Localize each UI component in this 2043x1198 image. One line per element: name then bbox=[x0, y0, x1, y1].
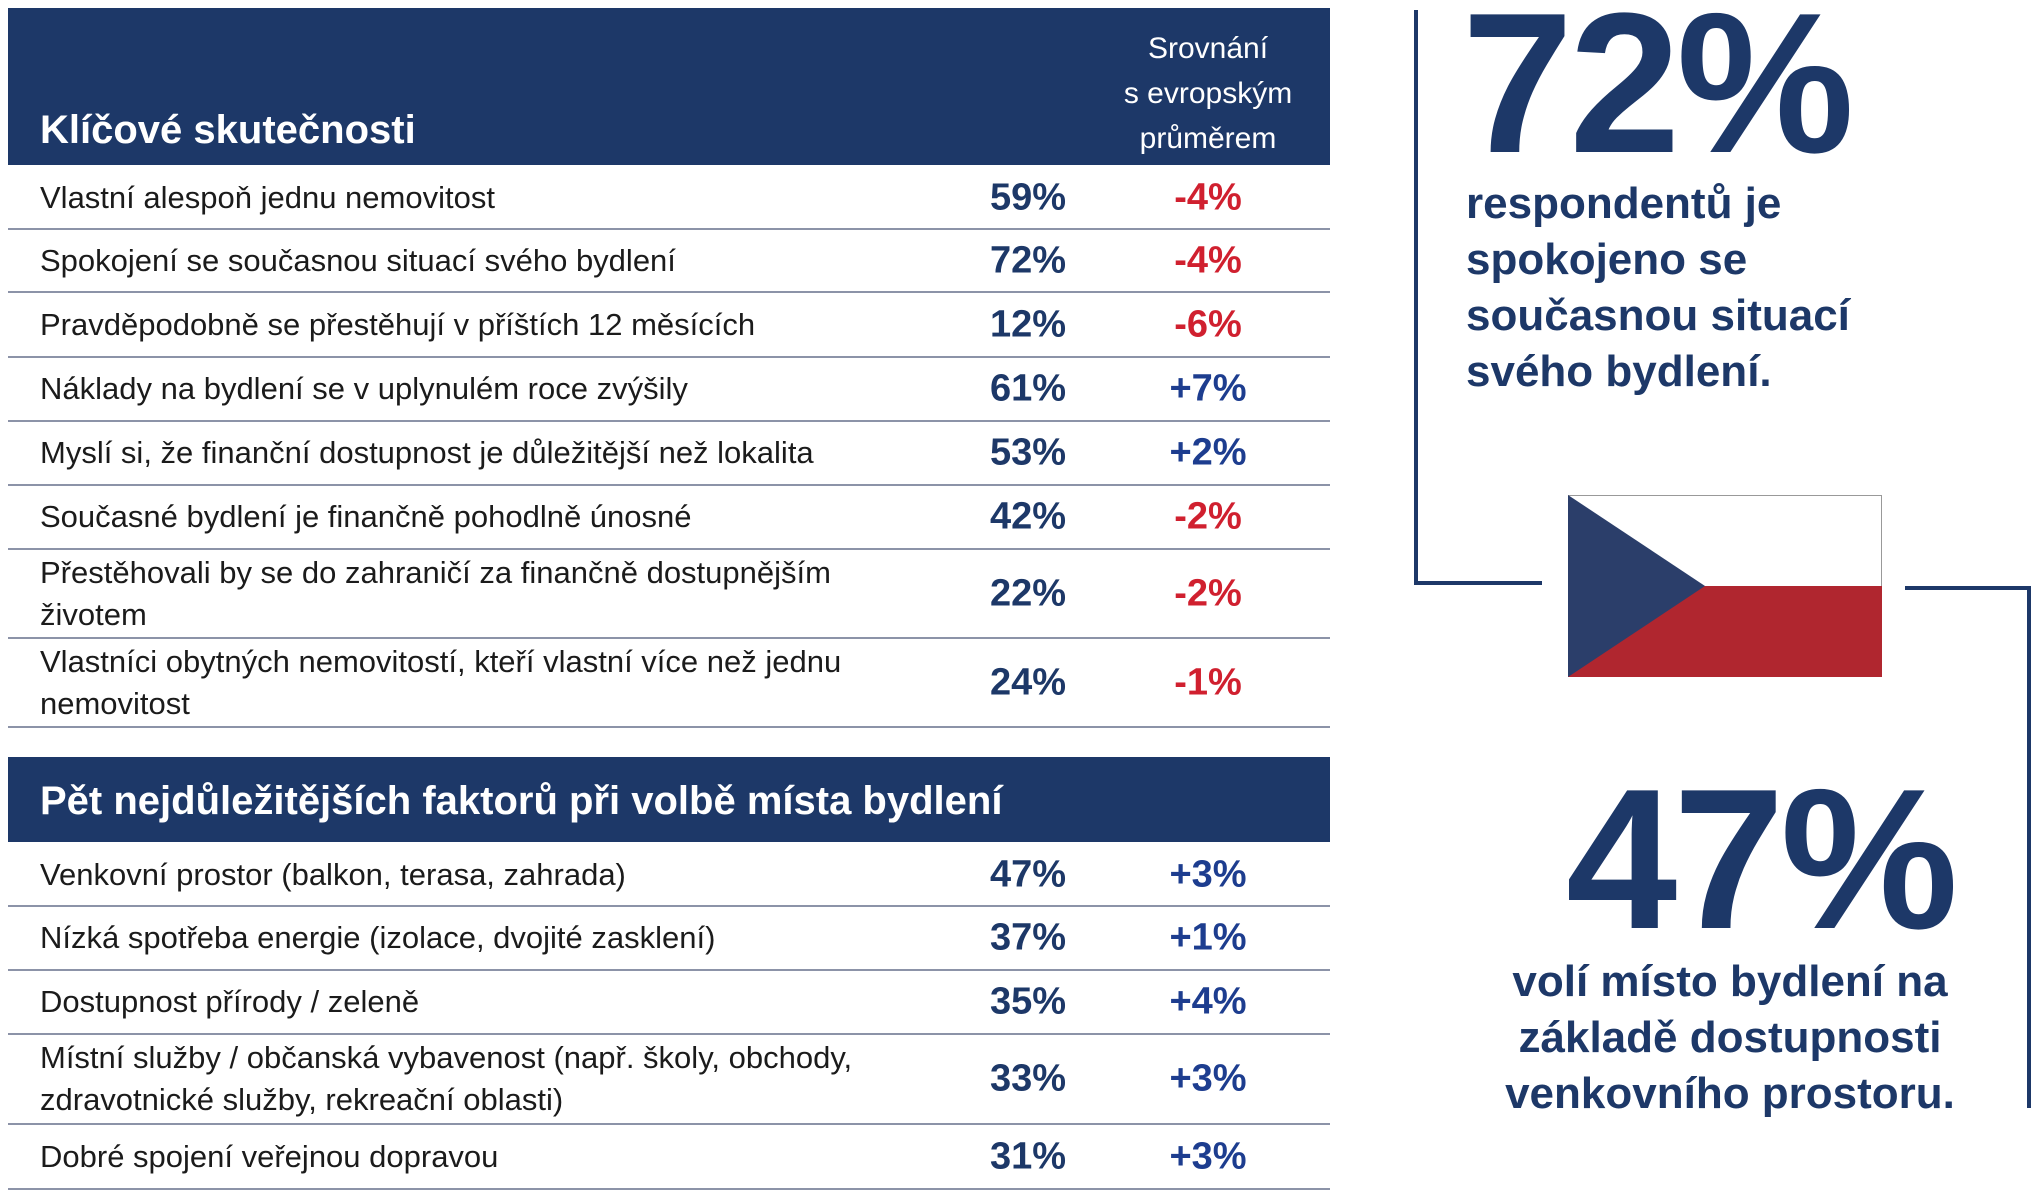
row-label: Dostupnost přírody / zeleně bbox=[40, 984, 420, 1019]
table-row: Venkovní prostor (balkon, terasa, zahrad… bbox=[8, 844, 1330, 907]
connector-line bbox=[1905, 586, 2031, 590]
row-label: Přestěhovali by se do zahraničí za finan… bbox=[40, 554, 831, 632]
row-label: Vlastníci obytných nemovitostí, kteří vl… bbox=[40, 643, 842, 721]
row-label: Vlastní alespoň jednu nemovitost bbox=[40, 179, 495, 215]
table-row: Vlastní alespoň jednu nemovitost 59% -4% bbox=[8, 167, 1330, 230]
highlight-47-text: volí místo bydlení na základě dostupnost… bbox=[1470, 954, 1990, 1122]
row-comparison: -6% bbox=[1174, 303, 1242, 345]
table-row: Přestěhovali by se do zahraničí za finan… bbox=[8, 550, 1330, 639]
row-comparison: +2% bbox=[1169, 431, 1247, 474]
comparison-header-line: průměrem bbox=[1139, 122, 1277, 155]
table-row: Místní služby / občanská vybavenost (nap… bbox=[8, 1035, 1330, 1125]
czech-flag-icon bbox=[1568, 495, 1882, 677]
highlight-line: respondentů je bbox=[1466, 179, 1782, 228]
row-label: Současné bydlení je finančně pohodlně ún… bbox=[40, 499, 692, 534]
key-facts-title: Klíčové skutečnosti bbox=[40, 108, 416, 152]
table-row: Současné bydlení je finančně pohodlně ún… bbox=[8, 486, 1330, 550]
row-value: 42% bbox=[989, 495, 1067, 538]
row-label: Spokojení se současnou situací svého byd… bbox=[40, 242, 676, 278]
row-label: Pravděpodobně se přestěhují v příštích 1… bbox=[40, 306, 756, 342]
highlight-line: současnou situací bbox=[1466, 291, 1850, 340]
row-value: 31% bbox=[989, 1135, 1067, 1177]
row-comparison: +7% bbox=[1169, 367, 1247, 410]
row-label: Myslí si, že finanční dostupnost je důle… bbox=[40, 435, 814, 470]
table-row: Náklady na bydlení se v uplynulém roce z… bbox=[8, 358, 1330, 422]
highlight-47-value: 47% bbox=[1566, 748, 1958, 971]
key-facts-header: Klíčové skutečnosti Srovnání s evropským… bbox=[8, 8, 1330, 165]
table-row: Pravděpodobně se přestěhují v příštích 1… bbox=[8, 293, 1330, 358]
comparison-header-line: s evropským bbox=[1123, 77, 1293, 110]
highlight-line: svého bydlení. bbox=[1466, 347, 1772, 396]
row-label: Venkovní prostor (balkon, terasa, zahrad… bbox=[40, 856, 626, 892]
top-factors-header: Pět nejdůležitějších faktorů při volbě m… bbox=[8, 757, 1330, 842]
table-row: Myslí si, že finanční dostupnost je důle… bbox=[8, 422, 1330, 486]
highlight-72-text: respondentů je spokojeno se současnou si… bbox=[1466, 176, 1850, 400]
row-label: Dobré spojení veřejnou dopravou bbox=[40, 1138, 499, 1174]
table-row: Dostupnost přírody / zeleně 35% +4% bbox=[8, 971, 1330, 1035]
row-value: 35% bbox=[989, 980, 1067, 1023]
row-value: 61% bbox=[989, 367, 1067, 410]
row-comparison: +3% bbox=[1169, 1057, 1247, 1100]
row-value: 47% bbox=[989, 853, 1067, 895]
row-comparison: +3% bbox=[1169, 853, 1247, 895]
row-value: 24% bbox=[989, 661, 1067, 703]
row-value: 53% bbox=[989, 431, 1067, 474]
connector-line bbox=[1414, 10, 1418, 585]
row-label: Náklady na bydlení se v uplynulém roce z… bbox=[40, 371, 688, 406]
highlight-line: základě dostupnosti bbox=[1518, 1013, 1942, 1062]
row-comparison: -4% bbox=[1174, 239, 1242, 281]
row-value: 72% bbox=[989, 239, 1067, 281]
row-value: 33% bbox=[989, 1057, 1067, 1100]
highlight-line: spokojeno se bbox=[1466, 235, 1748, 284]
highlight-72-value: 72% bbox=[1462, 0, 1854, 195]
row-value: 12% bbox=[989, 303, 1067, 345]
comparison-header: Srovnání s evropským průměrem bbox=[1098, 26, 1318, 161]
table-row: Nízká spotřeba energie (izolace, dvojité… bbox=[8, 907, 1330, 971]
row-comparison: -1% bbox=[1174, 661, 1242, 703]
row-comparison: -2% bbox=[1174, 572, 1242, 614]
row-label: Nízká spotřeba energie (izolace, dvojité… bbox=[40, 920, 716, 955]
row-comparison: +3% bbox=[1169, 1135, 1247, 1177]
top-factors-title: Pět nejdůležitějších faktorů při volbě m… bbox=[40, 779, 1003, 823]
row-comparison: -4% bbox=[1174, 176, 1242, 218]
row-value: 37% bbox=[989, 916, 1067, 959]
row-comparison: -2% bbox=[1174, 495, 1242, 538]
table-row: Spokojení se současnou situací svého byd… bbox=[8, 230, 1330, 293]
highlight-line: volí místo bydlení na bbox=[1512, 957, 1948, 1006]
row-value: 22% bbox=[989, 572, 1067, 614]
table-row: Dobré spojení veřejnou dopravou 31% +3% bbox=[8, 1125, 1330, 1190]
highlight-line: venkovního prostoru. bbox=[1505, 1069, 1955, 1118]
row-label: Místní služby / občanská vybavenost (nap… bbox=[40, 1040, 853, 1117]
row-value: 59% bbox=[989, 176, 1067, 218]
comparison-header-line: Srovnání bbox=[1147, 32, 1269, 65]
connector-line bbox=[1414, 581, 1542, 585]
row-comparison: +1% bbox=[1169, 916, 1247, 959]
row-comparison: +4% bbox=[1169, 980, 1247, 1023]
table-row: Vlastníci obytných nemovitostí, kteří vl… bbox=[8, 639, 1330, 728]
connector-line bbox=[2027, 586, 2031, 1108]
